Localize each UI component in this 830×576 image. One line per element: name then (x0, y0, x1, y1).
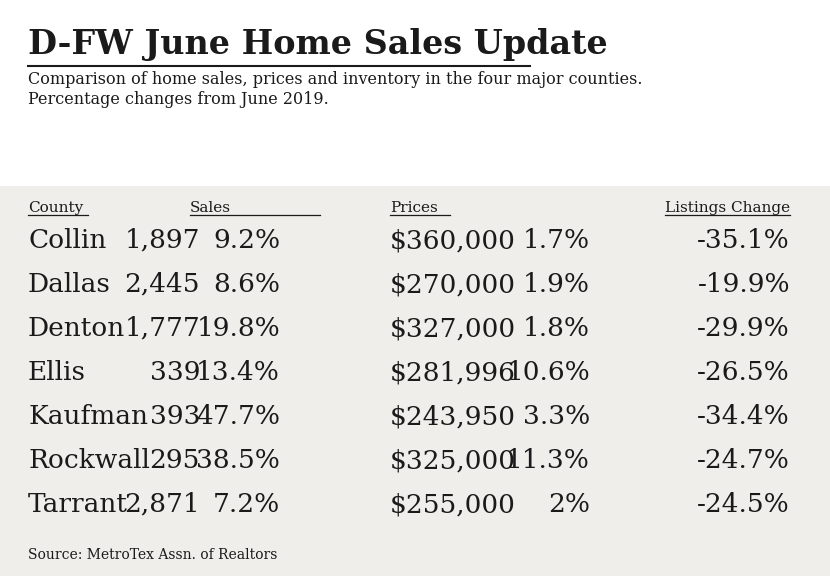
Text: $325,000: $325,000 (390, 448, 516, 473)
Text: 2%: 2% (548, 492, 590, 517)
Text: -24.5%: -24.5% (697, 492, 790, 517)
Text: 393: 393 (149, 404, 200, 429)
Text: Comparison of home sales, prices and inventory in the four major counties.: Comparison of home sales, prices and inv… (28, 71, 642, 88)
Text: Denton: Denton (28, 316, 125, 341)
Text: -19.9%: -19.9% (697, 272, 790, 297)
Text: 295: 295 (149, 448, 200, 473)
Text: Collin: Collin (28, 228, 106, 253)
Text: 1,897: 1,897 (124, 228, 200, 253)
Text: 7.2%: 7.2% (212, 492, 280, 517)
Text: Sales: Sales (190, 201, 231, 215)
Bar (0, 0, 830, 186)
Text: Listings Change: Listings Change (665, 201, 790, 215)
Text: 1.9%: 1.9% (523, 272, 590, 297)
Text: -35.1%: -35.1% (697, 228, 790, 253)
Text: 38.5%: 38.5% (196, 448, 280, 473)
Text: Tarrant: Tarrant (28, 492, 128, 517)
Text: Ellis: Ellis (28, 360, 86, 385)
Text: 339: 339 (149, 360, 200, 385)
Text: 10.6%: 10.6% (506, 360, 590, 385)
Text: Dallas: Dallas (28, 272, 111, 297)
Text: Prices: Prices (390, 201, 437, 215)
Text: Source: MetroTex Assn. of Realtors: Source: MetroTex Assn. of Realtors (28, 548, 277, 562)
Text: $281,996: $281,996 (390, 360, 516, 385)
Text: 1,777: 1,777 (124, 316, 200, 341)
Text: 2,445: 2,445 (124, 272, 200, 297)
Text: 1.8%: 1.8% (523, 316, 590, 341)
Text: $243,950: $243,950 (390, 404, 516, 429)
Text: 1.7%: 1.7% (523, 228, 590, 253)
Text: $270,000: $270,000 (390, 272, 516, 297)
Text: 47.7%: 47.7% (196, 404, 280, 429)
Text: 8.6%: 8.6% (213, 272, 280, 297)
Text: $255,000: $255,000 (390, 492, 516, 517)
Text: 19.8%: 19.8% (196, 316, 280, 341)
Text: $327,000: $327,000 (390, 316, 516, 341)
Text: -26.5%: -26.5% (697, 360, 790, 385)
Text: County: County (28, 201, 83, 215)
Text: 2,871: 2,871 (124, 492, 200, 517)
Text: 11.3%: 11.3% (506, 448, 590, 473)
Bar (0, 186, 830, 576)
Text: Kaufman: Kaufman (28, 404, 148, 429)
Text: 9.2%: 9.2% (212, 228, 280, 253)
Text: -29.9%: -29.9% (697, 316, 790, 341)
Text: $360,000: $360,000 (390, 228, 516, 253)
Text: -24.7%: -24.7% (697, 448, 790, 473)
Text: -34.4%: -34.4% (697, 404, 790, 429)
Text: Percentage changes from June 2019.: Percentage changes from June 2019. (28, 91, 329, 108)
Text: D-FW June Home Sales Update: D-FW June Home Sales Update (28, 28, 608, 61)
Text: 13.4%: 13.4% (196, 360, 280, 385)
Text: Rockwall: Rockwall (28, 448, 150, 473)
Text: 3.3%: 3.3% (523, 404, 590, 429)
